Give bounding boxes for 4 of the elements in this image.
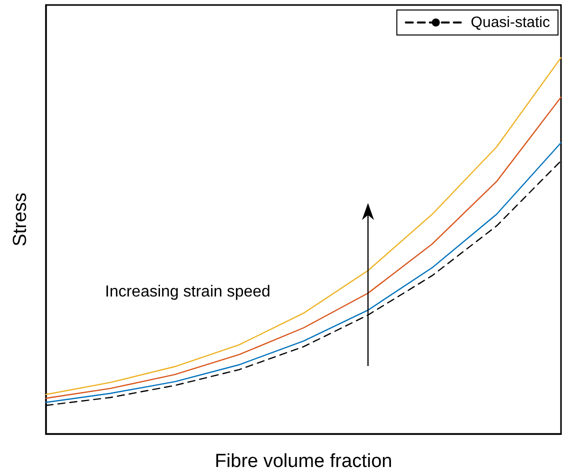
- legend-label: Quasi-static: [470, 14, 550, 31]
- y-axis-title: Stress: [10, 192, 31, 246]
- x-axis-title: Fibre volume fraction: [214, 451, 392, 472]
- annotation: Increasing strain speed: [105, 284, 270, 300]
